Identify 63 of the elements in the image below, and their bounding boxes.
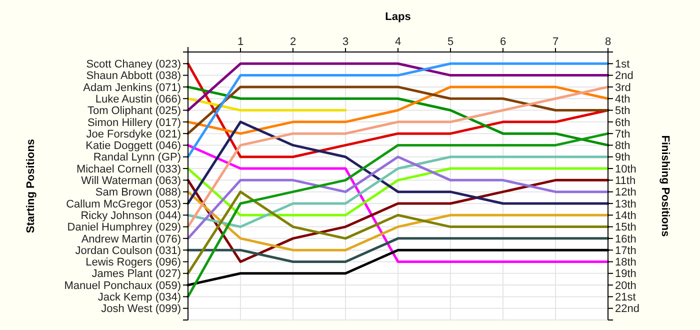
- text: Scott Chaney (023): [86, 58, 181, 70]
- line-series: [186, 62, 610, 158]
- x-tick-label: 1: [237, 36, 244, 48]
- y-tick-label: 20th: [615, 280, 636, 292]
- y-axis-title: Finishing Positions: [659, 135, 671, 237]
- y-tick-label: 9th: [615, 152, 630, 164]
- text: James Plant (027): [92, 268, 181, 280]
- text: Daniel Humphrey (029): [67, 222, 181, 234]
- x-tick-label: 8: [604, 36, 612, 48]
- line-series: [186, 132, 610, 298]
- y-tick-label: 18th: [615, 256, 636, 269]
- x-tick-label: 5: [447, 36, 454, 48]
- x-tick-label: 3: [342, 36, 349, 48]
- y-tick-label: 21st: [615, 292, 636, 304]
- text: Callum McGregor (053): [66, 198, 181, 210]
- x-tick-label: 6: [500, 36, 506, 48]
- line-series: [186, 190, 610, 252]
- y-tick-label: 12th: [615, 186, 636, 199]
- y-tick-label: 5th: [615, 105, 630, 118]
- y-tick-label: 14th: [615, 210, 636, 222]
- line-series: [186, 190, 610, 275]
- y-tick-label: 13th: [615, 198, 636, 210]
- y-tick-label: 11th: [615, 175, 636, 188]
- x-axis-title: Laps: [385, 11, 411, 23]
- text: Manuel Ponchaux (059): [64, 280, 181, 292]
- text: Shaun Abbott (038): [86, 70, 181, 82]
- y-tick-label: 22nd: [615, 303, 640, 316]
- text: Simon Hillery (017): [87, 116, 181, 129]
- text: Ricky Johnson (044): [80, 210, 181, 222]
- y-tick-label: 2nd: [615, 70, 634, 82]
- text: Jack Kemp (034): [98, 292, 181, 304]
- y-tick-label: 17th: [615, 244, 636, 257]
- x-tick-label: 7: [552, 36, 559, 48]
- text: Tom Oliphant (025): [87, 105, 181, 118]
- y-tick-label: 6th: [615, 116, 630, 129]
- text: Will Waterman (063): [81, 175, 181, 188]
- line-series: [186, 86, 610, 146]
- y-tick-label: 4th: [615, 93, 630, 106]
- text: Randal Lynn (GP): [93, 152, 181, 164]
- text: Josh West (099): [101, 303, 181, 316]
- y-tick-label: 19th: [615, 268, 636, 280]
- y-tick-label: 16th: [615, 233, 636, 246]
- y-tick-label: 10th: [615, 163, 636, 176]
- x-tick-label: 2: [290, 36, 296, 48]
- text: Andrew Martin (076): [81, 233, 181, 246]
- y-tick-label: 1st: [615, 58, 630, 70]
- text: Adam Jenkins (071): [83, 82, 181, 94]
- y-tick-label: 7th: [615, 128, 630, 140]
- text: Joe Forsdyke (021): [86, 128, 181, 140]
- text: Michael Cornell (033): [76, 163, 181, 176]
- text: Starting Positions: [25, 138, 37, 234]
- y-tick-label: 3rd: [615, 82, 631, 94]
- x-tick-label: 4: [394, 36, 402, 48]
- text: Katie Doggett (046): [86, 140, 181, 152]
- line-series: [186, 120, 610, 205]
- line-series: [186, 86, 610, 228]
- text: Lewis Rogers (096): [86, 256, 181, 269]
- line-series: [186, 86, 610, 135]
- text: Luke Austin (066): [95, 93, 181, 106]
- text: Sam Brown (088): [95, 186, 181, 199]
- y-tick-label: 15th: [615, 222, 636, 234]
- y-tick-label: 8th: [615, 140, 630, 152]
- text: Jordan Coulson (031): [75, 244, 181, 257]
